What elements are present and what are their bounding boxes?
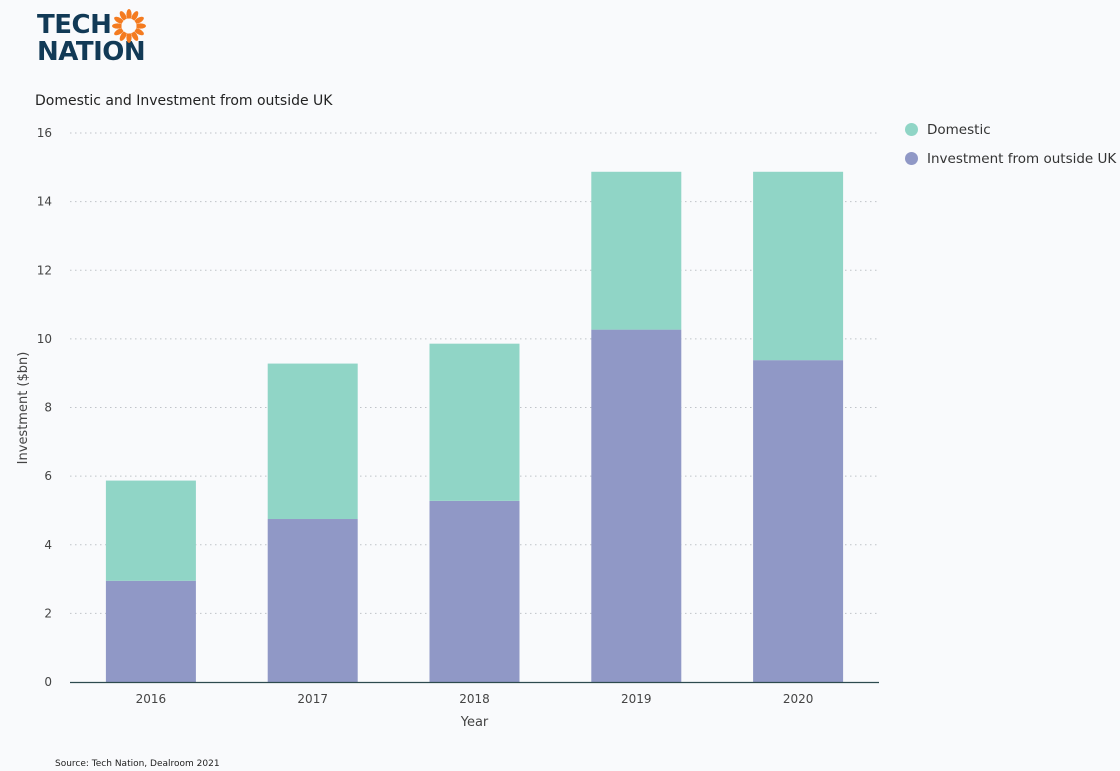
bar-outside-uk-2020 <box>753 360 844 682</box>
bar-domestic-2016 <box>105 480 196 581</box>
y-axis-label: Investment ($bn) <box>16 352 31 465</box>
y-tick-label: 2 <box>44 606 52 620</box>
logo-word-nation: NATION <box>37 37 146 67</box>
chart-legend: Domestic Investment from outside UK <box>905 115 1116 173</box>
bar-outside-uk-2016 <box>105 580 196 682</box>
bar-domestic-2020 <box>753 171 844 361</box>
logo-word-tech: TECH <box>37 10 112 40</box>
x-tick-label: 2016 <box>136 692 167 706</box>
y-tick-label: 4 <box>44 538 52 552</box>
y-tick-label: 12 <box>37 263 52 277</box>
y-tick-label: 8 <box>44 401 52 415</box>
x-tick-label: 2020 <box>783 692 814 706</box>
y-tick-label: 6 <box>44 469 52 483</box>
legend-label-outside-uk: Investment from outside UK <box>927 150 1117 167</box>
bar-domestic-2018 <box>429 343 520 501</box>
legend-item-outside-uk[interactable]: Investment from outside UK <box>905 144 1116 173</box>
source-note: Source: Tech Nation, Dealroom 2021 <box>55 759 220 769</box>
legend-swatch-domestic <box>905 123 918 136</box>
x-tick-label: 2019 <box>621 692 652 706</box>
sun-logo-icon <box>112 9 146 43</box>
bar-outside-uk-2019 <box>591 329 682 682</box>
bar-domestic-2017 <box>267 363 358 520</box>
x-tick-label: 2017 <box>297 692 328 706</box>
legend-label-domestic: Domestic <box>927 121 991 138</box>
x-axis-label: Year <box>460 715 489 730</box>
legend-swatch-outside-uk <box>905 152 918 165</box>
y-tick-label: 14 <box>37 195 52 209</box>
bar-domestic-2019 <box>591 171 682 330</box>
y-tick-label: 0 <box>44 675 52 689</box>
x-tick-label: 2018 <box>459 692 490 706</box>
y-tick-label: 10 <box>37 332 52 346</box>
tech-nation-logo: TECH NATION <box>37 8 157 68</box>
chart-title: Domestic and Investment from outside UK <box>35 93 333 109</box>
bar-outside-uk-2018 <box>429 500 520 682</box>
y-tick-label: 16 <box>37 126 52 140</box>
bar-outside-uk-2017 <box>267 519 358 682</box>
legend-item-domestic[interactable]: Domestic <box>905 115 1116 144</box>
